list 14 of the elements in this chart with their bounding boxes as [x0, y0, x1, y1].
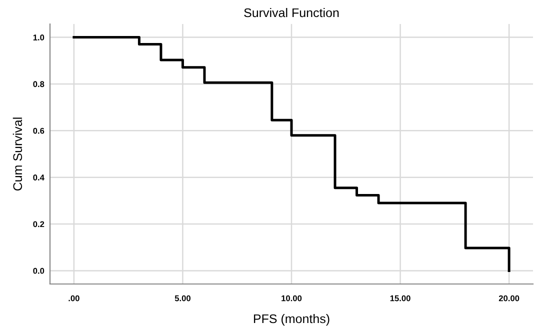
x-tick-label: 20.00 [498, 295, 520, 302]
y-tick-label: 0.0 [33, 268, 44, 274]
x-tick-label: 15.00 [390, 295, 410, 302]
y-tick-label: 0.2 [33, 221, 44, 228]
chart-title: Survival Function [244, 8, 339, 18]
x-axis-title: PFS (months) [254, 314, 330, 326]
x-tick-label: 10.00 [282, 295, 302, 302]
y-tick-label: 0.6 [33, 128, 44, 134]
y-axis-title: Cum Survival [12, 118, 22, 191]
y-tick-label: 0.8 [33, 81, 44, 88]
y-tick-label: 1.0 [33, 34, 44, 40]
y-tick-label: 0.4 [33, 174, 44, 180]
x-tick-label: .00 [68, 295, 80, 302]
x-tick-label: 5.00 [174, 295, 190, 302]
